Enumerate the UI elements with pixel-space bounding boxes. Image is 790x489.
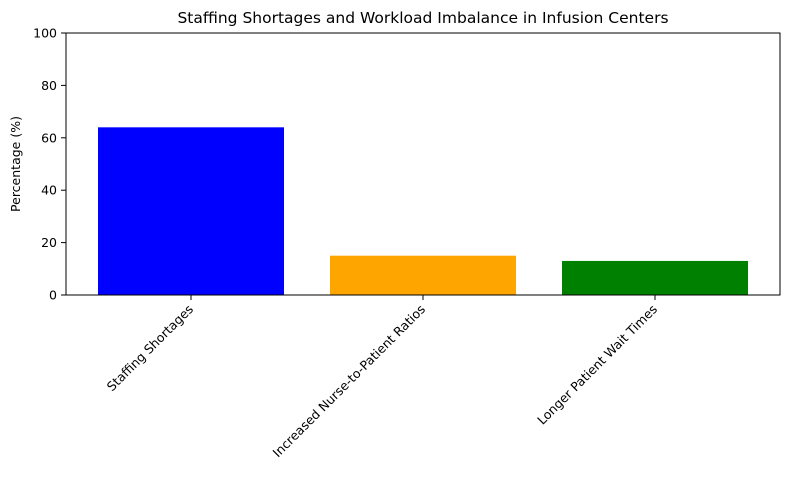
x-tick-label: Increased Nurse-to-Patient Ratios xyxy=(269,302,428,461)
y-tick-label: 20 xyxy=(41,235,57,250)
bar-3 xyxy=(562,260,748,295)
x-tick-label: Staffing Shortages xyxy=(104,302,196,394)
x-tick-label: Longer Patient Wait Times xyxy=(534,302,660,428)
plot-frame xyxy=(65,32,781,296)
bar-2 xyxy=(330,255,516,295)
bars-group xyxy=(98,127,748,295)
chart-title: Staffing Shortages and Workload Imbalanc… xyxy=(177,9,668,27)
y-tick-label: 40 xyxy=(41,183,57,198)
y-tick-label: 100 xyxy=(33,26,57,41)
y-axis-ticks: 0 20 40 60 80 100 xyxy=(33,26,66,303)
y-tick-label: 60 xyxy=(41,130,57,145)
y-tick-label: 0 xyxy=(49,288,57,303)
x-axis-ticks: Staffing Shortages Increased Nurse-to-Pat… xyxy=(104,295,660,460)
y-tick-label: 80 xyxy=(41,78,57,93)
y-axis-label: Percentage (%) xyxy=(8,116,23,212)
bar-1 xyxy=(98,127,284,295)
